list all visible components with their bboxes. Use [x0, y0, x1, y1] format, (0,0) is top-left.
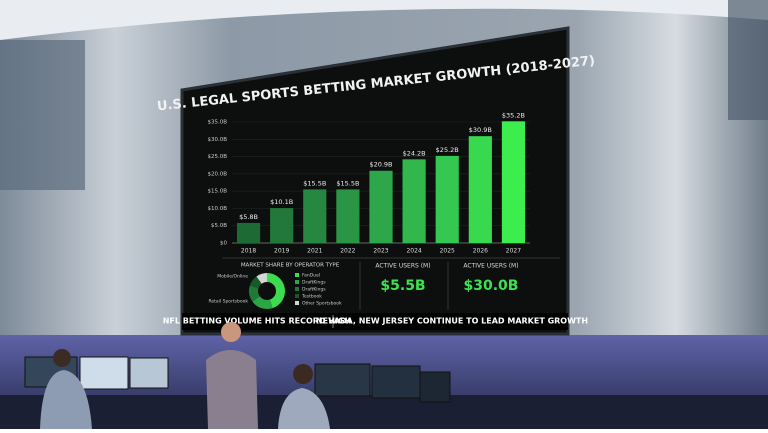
y-tick-label: $25.0B [207, 154, 227, 160]
legend-label: FanDuel [302, 273, 320, 279]
panel-value: $5.5B [380, 278, 425, 294]
pie-slice [249, 285, 260, 302]
pie-slice [267, 273, 286, 309]
pie-slice [252, 296, 273, 309]
bar [270, 208, 294, 243]
legend-swatch [295, 273, 299, 277]
donut-chart: MARKET SHARE BY OPERATOR TYPE Mobile/Onl… [208, 263, 342, 309]
monitor [314, 363, 371, 397]
legend-swatch [295, 294, 299, 298]
panels: ACTIVE USERS (M) $5.5B ACTIVE USERS (M) $30… [375, 263, 518, 295]
pie-title: MARKET SHARE BY OPERATOR TYPE [241, 263, 340, 269]
person [53, 349, 71, 367]
value-label: $35.2B [502, 111, 525, 119]
panel-value: $30.0B [464, 278, 519, 294]
person [40, 370, 92, 429]
panel-label: ACTIVE USERS (M) [463, 263, 518, 270]
person [206, 350, 258, 429]
x-tick-label: 2023 [373, 248, 388, 255]
x-tick-label: 2025 [440, 248, 455, 255]
value-label: $20.9B [369, 161, 392, 169]
y-tick-label: $20.0B [207, 171, 227, 177]
value-label: $30.9B [469, 126, 492, 134]
bar [402, 159, 426, 243]
bar [236, 222, 261, 243]
legend-swatch [295, 287, 299, 291]
value-label: $15.5B [336, 179, 359, 187]
x-tick-label: 2019 [274, 248, 289, 255]
monitor [79, 356, 129, 390]
value-label: $15.5B [303, 179, 326, 187]
ticker-text: NFL BETTING VOLUME HITS RECORD HIGH [163, 317, 352, 326]
value-label: $24.2B [403, 149, 426, 157]
monitor [129, 357, 169, 389]
pie-annotation: Retail Sportsbook [208, 299, 248, 305]
bar [336, 189, 360, 243]
pie-slice [256, 273, 267, 284]
legend-swatch [295, 280, 299, 284]
y-tick-label: $35.0B [207, 120, 227, 126]
y-tick-label: $0 [220, 241, 227, 247]
pie-slice [249, 276, 262, 289]
y-tick-label: $5.0B [211, 223, 227, 229]
value-label: $10.1B [270, 198, 293, 206]
bar [435, 155, 459, 243]
value-label: $5.8B [239, 213, 258, 221]
panel-label: ACTIVE USERS (M) [375, 263, 430, 270]
desk [0, 395, 768, 429]
x-tick-label: 2021 [307, 248, 322, 255]
legend-label: DraftKings [302, 287, 326, 293]
bar [303, 189, 327, 243]
ticker-bar [182, 313, 568, 330]
bar [369, 170, 393, 243]
y-tick-label: $10.0B [207, 206, 227, 212]
workstations [0, 322, 768, 429]
legend-swatch [295, 301, 299, 305]
y-tick-label: $30.0B [207, 137, 227, 143]
person [278, 388, 330, 429]
bar [468, 136, 492, 243]
monitor [371, 365, 421, 399]
person [293, 364, 313, 384]
x-tick-label: 2018 [241, 248, 256, 255]
ticker-text: NEVADA, NEW JERSEY CONTINUE TO LEAD MARK… [316, 317, 588, 326]
value-label: $25.2B [436, 146, 459, 154]
monitor [419, 371, 451, 403]
window [728, 0, 768, 120]
x-tick-label: 2027 [506, 248, 521, 255]
legend-label: Other Sportsbook [302, 301, 342, 307]
window [0, 40, 85, 190]
y-tick-label: $15.0B [207, 189, 227, 195]
x-tick-label: 2024 [406, 248, 421, 255]
ceiling [0, 0, 768, 40]
legend-label: Testbook [301, 294, 322, 300]
x-tick-label: 2022 [340, 248, 355, 255]
bar [501, 121, 526, 243]
pie-annotation: Mobile/Online [217, 274, 248, 280]
x-tick-label: 2026 [473, 248, 488, 255]
person [221, 322, 241, 342]
legend-label: DraftKings [302, 280, 326, 286]
